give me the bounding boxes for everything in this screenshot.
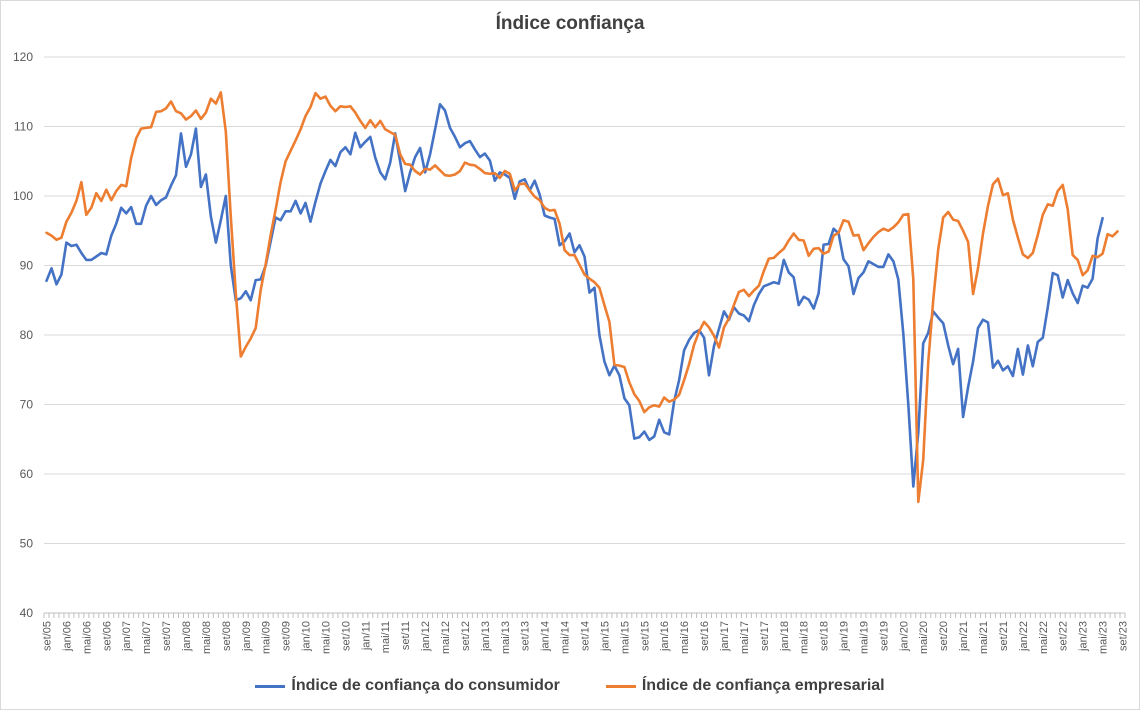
x-tick-label: set/16 — [699, 621, 711, 651]
x-tick-label: set/21 — [998, 621, 1010, 651]
y-tick-label: 80 — [20, 328, 34, 342]
legend-label-consumer: Índice de confiança do consumidor — [291, 677, 560, 694]
x-tick-label: set/20 — [938, 621, 950, 651]
series-line-consumer — [45, 103, 1104, 488]
series-line-business — [45, 91, 1119, 504]
x-tick-label: mai/08 — [201, 621, 213, 654]
x-tick-label: set/17 — [759, 621, 771, 651]
x-tick-label: jan/06 — [61, 621, 73, 652]
x-tick-label: jan/07 — [121, 621, 133, 652]
x-tick-label: mai/15 — [619, 621, 631, 654]
legend-swatch-consumer — [255, 684, 286, 688]
x-tick-label: set/11 — [400, 621, 412, 650]
x-tick-label: set/06 — [101, 621, 113, 651]
x-tick-label: jan/17 — [719, 621, 731, 652]
x-tick-label: set/18 — [819, 621, 831, 651]
x-tick-label: mai/18 — [799, 621, 811, 654]
x-tick-label: jan/13 — [480, 621, 492, 652]
x-tick-label: mai/22 — [1038, 621, 1050, 654]
x-tick-label: jan/08 — [181, 621, 193, 652]
x-tick-label: mai/21 — [978, 621, 990, 654]
x-tick-label: set/07 — [161, 621, 173, 651]
x-tick-label: jan/12 — [420, 621, 432, 652]
x-tick-label: jan/15 — [599, 621, 611, 652]
x-tick-label: set/14 — [580, 621, 592, 651]
x-tick-label: mai/06 — [81, 621, 93, 654]
x-tick-label: set/10 — [340, 621, 352, 651]
x-tick-label: set/19 — [878, 621, 890, 651]
x-tick-label: mai/10 — [320, 621, 332, 654]
y-tick-label: 110 — [14, 120, 33, 134]
y-tick-label: 120 — [13, 50, 33, 64]
x-tick-label: jan/18 — [779, 621, 791, 652]
x-tick-label: jan/10 — [301, 621, 313, 652]
x-tick-label: jan/16 — [659, 621, 671, 652]
y-tick-label: 40 — [20, 606, 34, 620]
legend-item-business: Índice de confiança empresarial — [605, 677, 885, 695]
x-tick-label: mai/13 — [500, 621, 512, 654]
x-tick-label: jan/11 — [360, 621, 372, 651]
x-tick-label: mai/20 — [918, 621, 930, 654]
chart-title: Índice confiança — [495, 13, 645, 34]
x-tick-label: set/22 — [1058, 621, 1070, 651]
x-tick-label: set/08 — [221, 621, 233, 651]
x-tick-label: mai/14 — [560, 621, 572, 654]
x-tick-label: mai/09 — [261, 621, 273, 654]
x-tick-label: jan/23 — [1078, 621, 1090, 652]
legend-swatch-business — [605, 684, 636, 688]
y-tick-label: 60 — [20, 467, 34, 481]
x-tick-label: jan/19 — [839, 621, 851, 652]
x-tick-label: mai/19 — [858, 621, 870, 654]
legend: Índice de confiança do consumidor Índice… — [1, 677, 1139, 695]
y-tick-label: 50 — [20, 537, 34, 551]
x-tick-label: mai/11 — [380, 621, 392, 653]
x-tick-label: mai/23 — [1098, 621, 1110, 654]
x-tick-label: set/13 — [520, 621, 532, 651]
y-tick-label: 100 — [13, 189, 33, 203]
x-tick-label: jan/22 — [1018, 621, 1030, 652]
x-tick-label: set/12 — [460, 621, 472, 651]
x-tick-label: set/09 — [281, 621, 293, 651]
x-tick-label: set/05 — [41, 621, 53, 651]
x-tick-label: jan/14 — [540, 621, 552, 652]
x-tick-label: jan/20 — [898, 621, 910, 652]
legend-item-consumer: Índice de confiança do consumidor — [255, 677, 560, 695]
x-tick-label: mai/07 — [141, 621, 153, 654]
x-tick-label: mai/17 — [739, 621, 751, 654]
x-tick-label: mai/12 — [440, 621, 452, 654]
x-tick-label: jan/09 — [241, 621, 253, 652]
y-tick-label: 90 — [20, 259, 34, 273]
x-tick-label: jan/21 — [958, 621, 970, 652]
legend-label-business: Índice de confiança empresarial — [641, 677, 885, 694]
y-tick-label: 70 — [20, 398, 34, 412]
x-tick-label: mai/16 — [679, 621, 691, 654]
x-tick-label: set/23 — [1118, 621, 1130, 651]
x-tick-label: set/15 — [639, 621, 651, 651]
